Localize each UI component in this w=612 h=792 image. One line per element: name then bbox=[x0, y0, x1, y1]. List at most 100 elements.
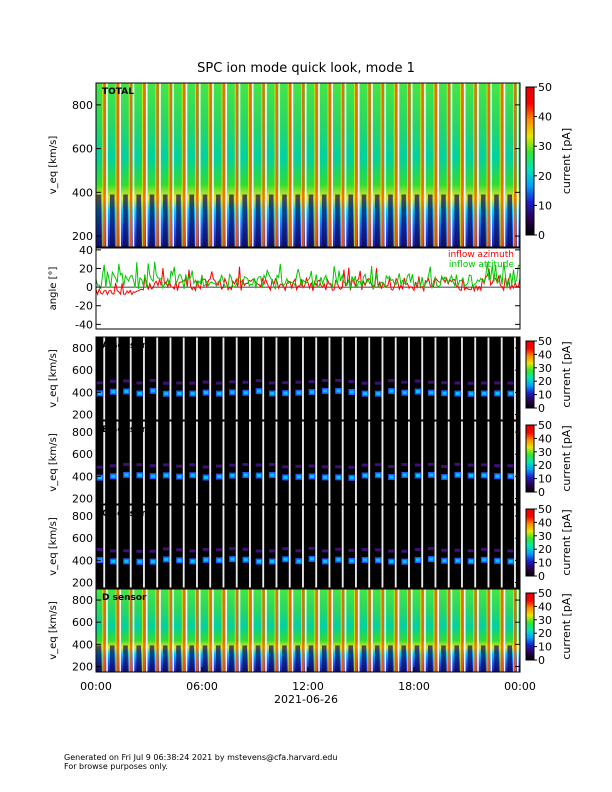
data-gap bbox=[434, 337, 437, 420]
alpha-beam bbox=[149, 549, 156, 553]
data-gap bbox=[185, 589, 188, 672]
data-gap bbox=[344, 83, 347, 247]
heatmap-band bbox=[129, 83, 133, 247]
heatmap-band bbox=[321, 194, 327, 247]
alpha-beam bbox=[229, 380, 236, 384]
alpha-beam bbox=[136, 381, 143, 385]
x-tick-label: 06:00 bbox=[186, 680, 218, 693]
data-gap bbox=[288, 505, 291, 588]
heatmap-band bbox=[367, 589, 369, 672]
x-tick-label: 00:00 bbox=[80, 680, 112, 693]
heatmap-band bbox=[433, 589, 435, 672]
alpha-beam bbox=[255, 379, 262, 383]
alpha-beam bbox=[295, 549, 302, 553]
data-gap bbox=[315, 421, 318, 504]
heatmap-band bbox=[368, 83, 371, 247]
colorbar bbox=[525, 424, 535, 493]
solar-wind-beam bbox=[177, 392, 182, 396]
data-gap bbox=[196, 421, 198, 504]
heatmap-band bbox=[486, 83, 488, 247]
heatmap-band bbox=[380, 83, 382, 247]
data-gap bbox=[275, 337, 278, 420]
heatmap-band bbox=[367, 83, 369, 247]
data-gap bbox=[434, 421, 437, 504]
panel-frame bbox=[95, 420, 521, 505]
heatmap-band bbox=[447, 589, 451, 672]
solar-wind-beam bbox=[97, 391, 102, 395]
solar-wind-beam bbox=[270, 559, 275, 563]
data-gap bbox=[397, 83, 400, 247]
heatmap-band bbox=[421, 83, 424, 247]
alpha-beam bbox=[427, 462, 434, 466]
colorbar-tick-label: 40 bbox=[538, 600, 552, 613]
heatmap-band bbox=[374, 645, 380, 672]
data-gap bbox=[198, 83, 201, 247]
data-gap bbox=[145, 589, 148, 672]
alpha-beam bbox=[361, 381, 368, 385]
alpha-beam bbox=[215, 464, 222, 468]
alpha-beam bbox=[162, 381, 169, 385]
colorbar-tick-label: 50 bbox=[538, 503, 552, 516]
y-tick-label: 40 bbox=[79, 244, 93, 257]
colorbar bbox=[525, 86, 535, 236]
alpha-beam bbox=[136, 463, 143, 467]
data-gap bbox=[116, 505, 119, 588]
y-tick-label: 400 bbox=[72, 554, 93, 567]
solar-wind-beam bbox=[442, 475, 447, 479]
heatmap-band bbox=[247, 83, 250, 247]
alpha-beam bbox=[427, 380, 434, 384]
data-gap bbox=[235, 421, 238, 504]
data-gap bbox=[487, 505, 490, 588]
heatmap-band bbox=[176, 194, 181, 247]
panel-frame bbox=[95, 504, 521, 589]
heatmap-band bbox=[141, 589, 144, 672]
page-title: SPC ion mode quick look, mode 1 bbox=[197, 61, 415, 76]
heatmap-band bbox=[314, 589, 316, 672]
heatmap-band bbox=[274, 83, 276, 247]
data-gap bbox=[474, 505, 477, 588]
data-gap bbox=[172, 83, 175, 247]
alpha-beam bbox=[202, 465, 209, 469]
panel-label: A sensor bbox=[102, 341, 147, 351]
alpha-beam bbox=[229, 547, 236, 551]
alpha-beam bbox=[480, 381, 487, 385]
alpha-beam bbox=[176, 548, 183, 552]
heatmap-band bbox=[235, 589, 239, 672]
solar-wind-beam bbox=[283, 475, 288, 479]
solar-wind-beam bbox=[177, 558, 182, 562]
data-gap bbox=[421, 421, 424, 504]
heatmap-band bbox=[474, 589, 477, 672]
colorbar-label: current [pA] bbox=[560, 593, 573, 659]
data-gap bbox=[450, 589, 453, 672]
heatmap-band bbox=[262, 83, 265, 247]
colorbar-label: current [pA] bbox=[560, 425, 573, 491]
alpha-beam bbox=[176, 381, 183, 385]
y-tick-label: 400 bbox=[72, 386, 93, 399]
solar-wind-beam bbox=[429, 473, 434, 477]
data-gap bbox=[331, 83, 334, 247]
heatmap-band bbox=[414, 194, 420, 247]
data-gap bbox=[474, 337, 477, 420]
alpha-beam bbox=[467, 381, 474, 385]
alpha-beam bbox=[242, 463, 249, 467]
heatmap-band bbox=[380, 589, 382, 672]
solar-wind-beam bbox=[190, 473, 195, 477]
data-gap bbox=[169, 337, 172, 420]
heatmap-band bbox=[361, 194, 367, 247]
solar-wind-beam bbox=[349, 390, 354, 394]
solar-wind-beam bbox=[362, 558, 367, 562]
data-gap bbox=[304, 83, 307, 247]
y-tick-label: -40 bbox=[75, 318, 93, 331]
heatmap-band bbox=[229, 194, 234, 247]
solar-wind-beam bbox=[97, 476, 102, 480]
solar-wind-beam bbox=[442, 391, 447, 395]
heatmap-band bbox=[315, 589, 318, 672]
heatmap-band bbox=[209, 589, 212, 672]
data-gap bbox=[477, 83, 479, 247]
alpha-beam bbox=[295, 380, 302, 384]
alpha-beam bbox=[242, 547, 249, 551]
heatmap-band bbox=[499, 83, 501, 247]
heatmap-band bbox=[459, 589, 462, 672]
data-gap bbox=[302, 505, 304, 588]
colorbar-tick-label: 40 bbox=[538, 111, 552, 124]
